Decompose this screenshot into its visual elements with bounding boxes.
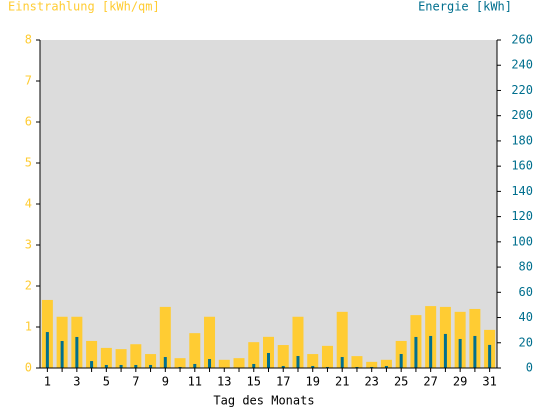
x-tick-label: 5 bbox=[103, 375, 110, 389]
y2-tick-label: 40 bbox=[519, 310, 533, 324]
left-axis-title: Einstrahlung [kWh/qm] bbox=[8, 0, 160, 14]
y-tick-label: 1 bbox=[25, 320, 32, 334]
y2-tick-label: 80 bbox=[519, 260, 533, 274]
irradiation-bar bbox=[292, 316, 304, 368]
y2-tick-label: 60 bbox=[519, 285, 533, 299]
irradiation-bar bbox=[174, 358, 186, 368]
y2-tick-label: 140 bbox=[511, 184, 533, 198]
energy-bar bbox=[178, 366, 182, 368]
energy-bar bbox=[281, 365, 285, 368]
y-tick-label: 8 bbox=[25, 33, 32, 47]
x-tick-label: 7 bbox=[132, 375, 139, 389]
y-tick-label: 0 bbox=[25, 361, 32, 375]
x-tick-label: 25 bbox=[394, 375, 408, 389]
irradiation-bar bbox=[336, 311, 348, 368]
energy-bar bbox=[488, 344, 492, 368]
y2-tick-label: 260 bbox=[511, 33, 533, 47]
energy-bar bbox=[311, 365, 315, 368]
y-tick-label: 7 bbox=[25, 74, 32, 88]
irradiation-bar bbox=[263, 336, 274, 368]
energy-bar bbox=[193, 363, 197, 368]
y2-tick-label: 180 bbox=[511, 133, 533, 147]
energy-bar bbox=[325, 366, 329, 368]
x-tick-label: 17 bbox=[276, 375, 290, 389]
irradiation-bar bbox=[307, 354, 319, 368]
x-tick-label: 11 bbox=[188, 375, 202, 389]
energy-bar bbox=[414, 336, 418, 368]
x-tick-label: 23 bbox=[364, 375, 378, 389]
irradiation-bar bbox=[218, 359, 230, 368]
irradiation-bar bbox=[248, 342, 260, 368]
energy-bar bbox=[267, 352, 270, 368]
x-tick-label: 19 bbox=[305, 375, 319, 389]
energy-bar bbox=[60, 341, 64, 368]
irradiation-bar bbox=[159, 306, 171, 368]
y-tick-label: 5 bbox=[25, 156, 32, 170]
energy-bar bbox=[340, 357, 344, 368]
energy-bar bbox=[355, 366, 359, 368]
x-tick-label: 13 bbox=[217, 375, 231, 389]
y2-tick-label: 20 bbox=[519, 335, 533, 349]
y-tick-label: 6 bbox=[25, 115, 32, 129]
y2-tick-label: 220 bbox=[511, 83, 533, 97]
irradiation-bar bbox=[145, 354, 157, 368]
y2-tick-label: 100 bbox=[511, 234, 533, 248]
irradiation-bar bbox=[233, 358, 245, 368]
energy-bar bbox=[252, 363, 256, 368]
energy-bar bbox=[149, 364, 153, 368]
energy-bar bbox=[163, 357, 167, 368]
x-tick-label: 3 bbox=[73, 375, 80, 389]
irradiation-bar bbox=[100, 347, 112, 368]
y2-tick-label: 160 bbox=[511, 159, 533, 173]
irradiation-bar bbox=[351, 356, 363, 368]
x-tick-label: 9 bbox=[162, 375, 169, 389]
energy-bar bbox=[296, 356, 300, 368]
energy-bar bbox=[443, 333, 447, 368]
y-tick-label: 4 bbox=[25, 197, 32, 211]
irradiation-bar bbox=[366, 361, 378, 368]
y2-tick-label: 120 bbox=[511, 209, 533, 223]
x-tick-label: 15 bbox=[247, 375, 261, 389]
energy-bar bbox=[75, 336, 79, 368]
energy-bar bbox=[104, 364, 108, 368]
energy-bar bbox=[45, 332, 49, 368]
energy-bar bbox=[429, 335, 433, 368]
y2-tick-label: 200 bbox=[511, 108, 533, 122]
x-tick-label: 21 bbox=[335, 375, 349, 389]
x-tick-label: 29 bbox=[453, 375, 467, 389]
irradiation-bar bbox=[130, 344, 142, 368]
energy-bar bbox=[458, 338, 462, 368]
y2-tick-label: 240 bbox=[511, 58, 533, 72]
energy-bar bbox=[119, 364, 123, 368]
x-tick-label: 1 bbox=[44, 375, 51, 389]
irradiation-bar bbox=[189, 333, 201, 368]
y-tick-label: 2 bbox=[25, 279, 32, 293]
x-tick-label: 27 bbox=[423, 375, 437, 389]
energy-bar bbox=[370, 366, 374, 368]
energy-bar bbox=[90, 361, 94, 368]
irradiation-bar bbox=[380, 359, 392, 368]
irradiation-bar bbox=[204, 316, 216, 368]
y-tick-label: 3 bbox=[25, 238, 32, 252]
plot-area bbox=[40, 40, 497, 368]
irradiation-bar bbox=[277, 345, 289, 368]
energy-bar bbox=[384, 365, 388, 368]
irradiation-bar bbox=[321, 345, 333, 368]
energy-bar bbox=[134, 364, 138, 368]
x-axis-title: Tag des Monats bbox=[213, 394, 314, 408]
x-tick-label: 31 bbox=[482, 375, 496, 389]
energy-bar bbox=[208, 359, 212, 368]
energy-bar bbox=[399, 353, 403, 368]
right-axis-title: Energie [kWh] bbox=[418, 0, 512, 14]
irradiation-bar bbox=[115, 349, 127, 368]
y2-tick-label: 0 bbox=[526, 361, 533, 375]
irradiation-bar bbox=[86, 340, 98, 368]
energy-bar bbox=[473, 335, 477, 368]
